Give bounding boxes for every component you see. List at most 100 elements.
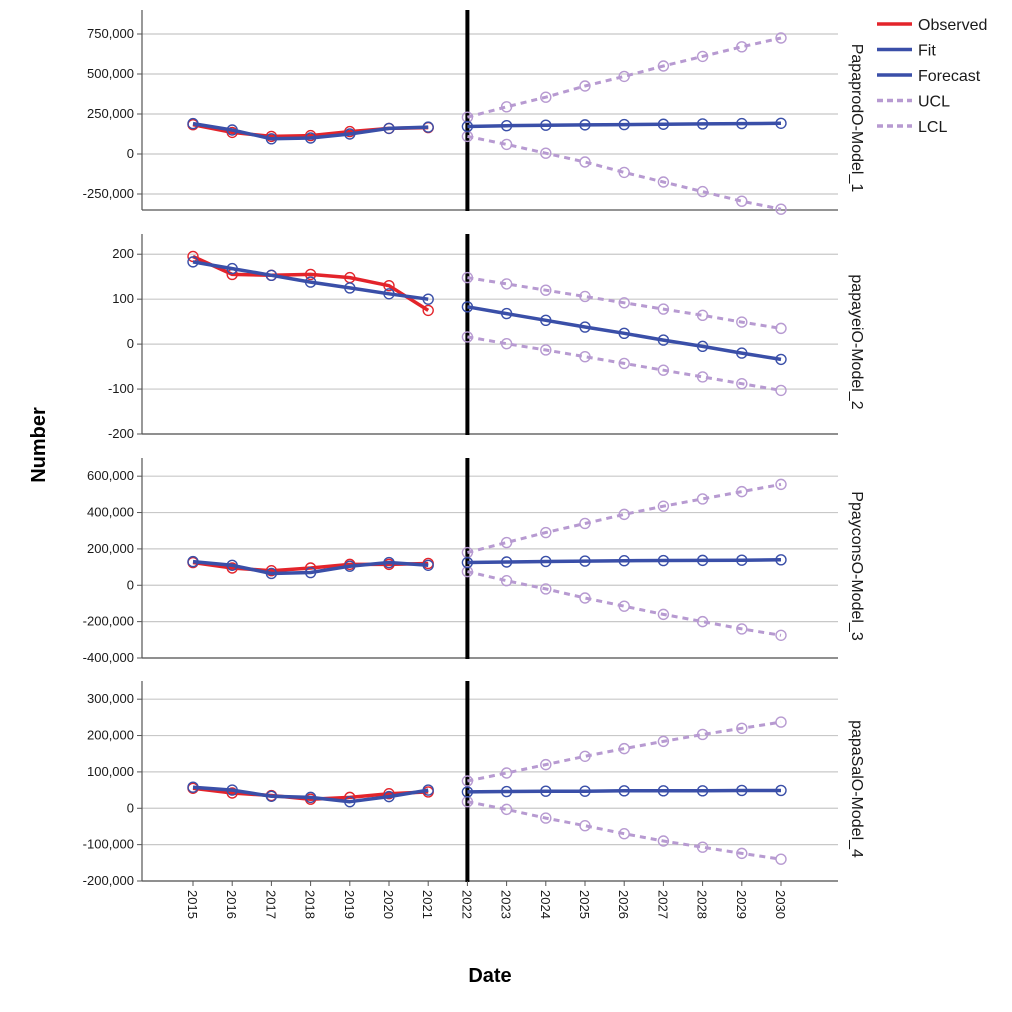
x-tick-label: 2016 bbox=[224, 890, 239, 919]
y-tick-label: 600,000 bbox=[87, 468, 134, 483]
forecast-point bbox=[736, 784, 748, 797]
y-tick-label: 0 bbox=[127, 577, 134, 592]
fit-point bbox=[187, 781, 199, 793]
lcl-point bbox=[775, 853, 787, 865]
lcl-point bbox=[736, 377, 748, 390]
panel-label: PapaprodO-Model_1 bbox=[848, 44, 865, 193]
x-tick-label: 2023 bbox=[499, 890, 514, 919]
forecast-point bbox=[500, 307, 513, 320]
legend-label-observed: Observed bbox=[918, 17, 987, 34]
legend-label-fit: Fit bbox=[918, 43, 936, 60]
y-tick-label: -200,000 bbox=[83, 614, 134, 629]
ucl-point bbox=[696, 728, 709, 741]
fit-point bbox=[304, 566, 317, 579]
forecast-point bbox=[775, 554, 787, 566]
ucl-point bbox=[500, 536, 513, 549]
ucl-point bbox=[657, 735, 670, 748]
fit-line bbox=[192, 559, 429, 576]
legend-label-forecast: Forecast bbox=[918, 68, 981, 85]
x-tick-label: 2029 bbox=[734, 890, 749, 919]
lcl-point bbox=[657, 835, 670, 847]
ucl-point bbox=[500, 767, 513, 779]
forecast-point bbox=[736, 554, 748, 566]
fit-point bbox=[226, 124, 238, 136]
ucl-point bbox=[736, 485, 748, 498]
observed-point bbox=[226, 787, 238, 799]
lcl-point bbox=[696, 841, 709, 853]
forecast-point bbox=[696, 118, 709, 130]
x-tick-label: 2024 bbox=[538, 890, 553, 919]
x-tick-label: 2020 bbox=[381, 890, 396, 919]
y-tick-label: 0 bbox=[127, 146, 134, 161]
forecast-point bbox=[579, 321, 591, 333]
fit-point bbox=[187, 555, 199, 568]
fit-line bbox=[192, 785, 429, 804]
observed-line bbox=[192, 254, 430, 312]
fit-point bbox=[422, 293, 434, 305]
forecast-line bbox=[467, 788, 781, 794]
ucl-point bbox=[461, 271, 474, 284]
fit-point bbox=[265, 269, 278, 282]
ucl-point bbox=[696, 50, 709, 63]
y-tick-label: -400,000 bbox=[83, 650, 134, 665]
fit-line bbox=[192, 260, 429, 301]
forecast-point bbox=[696, 785, 709, 797]
forecast-point bbox=[579, 785, 591, 797]
forecast-point bbox=[461, 786, 474, 798]
x-tick-label: 2025 bbox=[577, 890, 592, 919]
ucl-point bbox=[736, 722, 748, 734]
lcl-point bbox=[775, 384, 787, 397]
forecast-point bbox=[500, 556, 513, 568]
lcl-point bbox=[618, 357, 630, 370]
lcl-line bbox=[467, 335, 782, 392]
y-tick-label: -100 bbox=[108, 381, 134, 396]
fit-point bbox=[383, 288, 395, 300]
ucl-point bbox=[775, 322, 787, 335]
x-tick-label: 2022 bbox=[459, 890, 474, 919]
fit-point bbox=[187, 117, 199, 130]
forecast-line bbox=[467, 305, 782, 362]
fit-point bbox=[344, 282, 356, 294]
y-tick-label: 0 bbox=[127, 336, 134, 351]
series-layer bbox=[187, 32, 787, 865]
lcl-point bbox=[579, 592, 591, 604]
x-tick-label: 2015 bbox=[185, 890, 200, 919]
forecast-point bbox=[618, 118, 630, 131]
fit-point bbox=[226, 784, 238, 796]
forecast-point bbox=[736, 117, 748, 130]
y-tick-label: 300,000 bbox=[87, 691, 134, 706]
observed-point bbox=[187, 250, 199, 263]
ucl-point bbox=[540, 526, 552, 539]
labels-layer: -250,000 0 250,000 500,000 750,000 PapaprodO-… bbox=[83, 26, 865, 919]
ucl-line bbox=[467, 482, 782, 554]
y-tick-label: 400,000 bbox=[87, 505, 134, 520]
lcl-line bbox=[467, 570, 782, 637]
y-tick-label: 250,000 bbox=[87, 106, 134, 121]
forecast-point bbox=[696, 340, 709, 353]
fit-point bbox=[422, 121, 434, 133]
x-tick-label: 2028 bbox=[695, 890, 710, 919]
forecast-line bbox=[467, 121, 782, 129]
forecast-point bbox=[657, 785, 670, 797]
ucl-point bbox=[461, 111, 474, 123]
x-tick-label: 2021 bbox=[420, 890, 435, 919]
ucl-line bbox=[467, 720, 782, 783]
ucl-point bbox=[579, 80, 591, 92]
panel-label: papaSalO-Model_4 bbox=[848, 720, 865, 858]
forecast-point bbox=[775, 353, 787, 366]
fit-point bbox=[422, 784, 434, 796]
lcl-point bbox=[696, 371, 709, 383]
ucl-point bbox=[618, 297, 630, 309]
ucl-point bbox=[540, 758, 552, 771]
y-tick-label: 200,000 bbox=[87, 728, 134, 743]
fit-point bbox=[344, 796, 356, 808]
y-tick-label: 200 bbox=[112, 246, 134, 261]
lcl-point bbox=[736, 195, 748, 207]
legend: Observed Fit Forecast UCL LCL bbox=[877, 17, 987, 136]
lcl-point bbox=[500, 803, 513, 816]
y-tick-label: -200,000 bbox=[83, 873, 134, 888]
observed-line bbox=[192, 786, 429, 801]
fit-point bbox=[304, 132, 317, 144]
